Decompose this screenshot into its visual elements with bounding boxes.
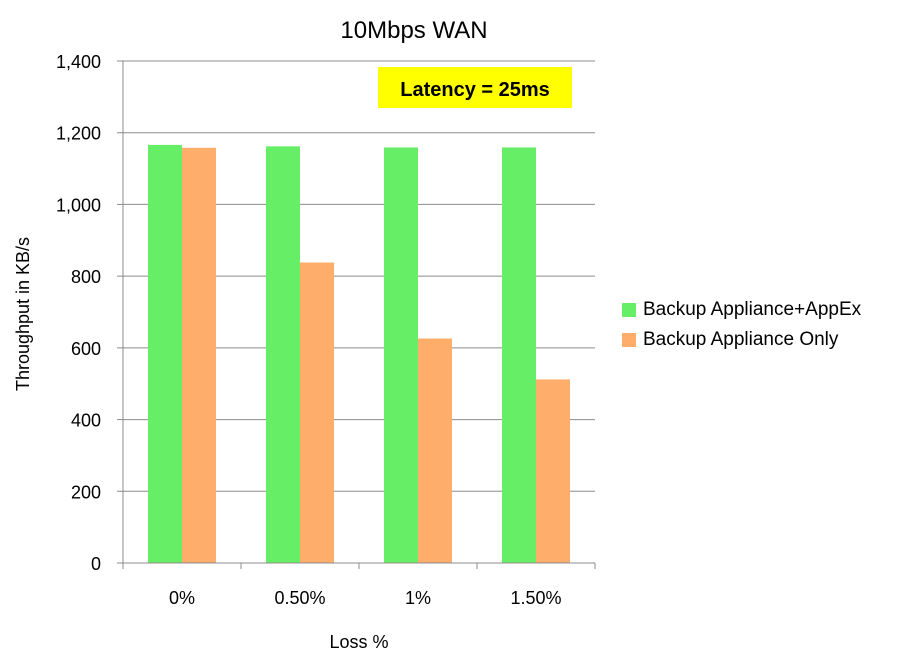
axes (117, 60, 596, 569)
legend: Backup Appliance+AppEx Backup Appliance … (622, 296, 861, 356)
y-axis-label: Throughput in KB/s (13, 237, 33, 391)
y-tick-label: 1,200 (56, 124, 101, 144)
y-tick-label: 800 (71, 267, 101, 287)
bar-only-0 (182, 147, 216, 563)
x-axis-label: Loss % (329, 632, 388, 652)
legend-label-appex: Backup Appliance+AppEx (643, 298, 862, 320)
x-tick-label: 1.50% (510, 588, 561, 608)
x-tick-label: 0.50% (274, 588, 325, 608)
y-tick-label: 1,400 (56, 52, 101, 72)
y-tick-label: 1,000 (56, 195, 101, 215)
y-tick-label: 400 (71, 411, 101, 431)
bar-appex-0 (148, 144, 182, 564)
y-tick-label: 200 (71, 482, 101, 502)
legend-item-only: Backup Appliance Only (622, 326, 861, 353)
bars (148, 144, 570, 564)
bar-appex-3 (502, 147, 536, 563)
bar-appex-1 (266, 146, 300, 563)
bar-only-3 (536, 379, 570, 563)
bar-appex-2 (384, 147, 418, 563)
y-tick-labels: 0 200 400 600 800 1,000 1,200 1,400 (56, 52, 101, 574)
bar-only-1 (300, 262, 334, 563)
annotation-text: Latency = 25ms (400, 79, 550, 101)
legend-label-only: Backup Appliance Only (643, 328, 839, 350)
legend-swatch-appex (622, 302, 636, 317)
chart-title: 10Mbps WAN (340, 17, 487, 44)
legend-swatch-only (622, 332, 636, 347)
latency-annotation: Latency = 25ms (378, 67, 572, 108)
legend-item-appex: Backup Appliance+AppEx (622, 296, 861, 323)
y-tick-label: 0 (91, 554, 101, 574)
bar-only-2 (418, 338, 452, 563)
y-tick-label: 600 (71, 339, 101, 359)
x-tick-label: 0% (169, 588, 195, 608)
annotation-background (378, 67, 572, 108)
x-tick-labels: 0% 0.50% 1% 1.50% (169, 588, 562, 608)
x-tick-label: 1% (405, 588, 431, 608)
